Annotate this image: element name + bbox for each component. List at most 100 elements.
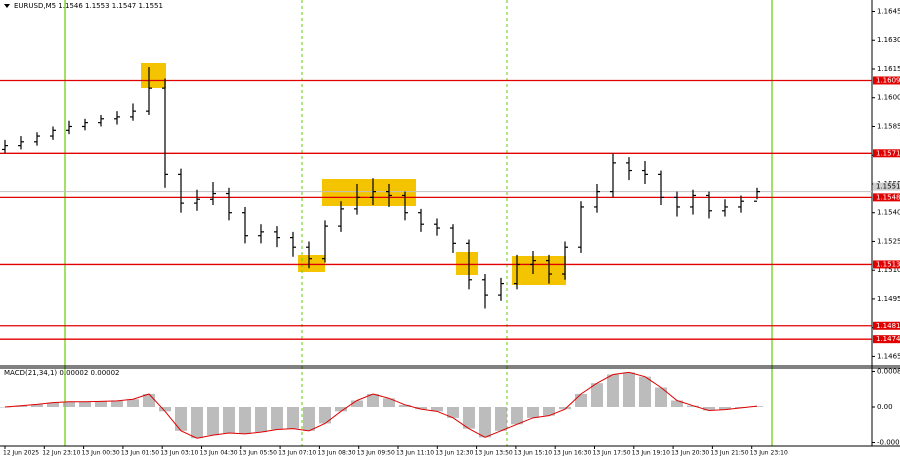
macd-bar [351, 400, 363, 407]
level-label: 1.1513 [876, 260, 900, 268]
macd-bar [63, 401, 75, 407]
macd-bar [479, 407, 491, 438]
menu-arrow [4, 4, 10, 8]
x-tick-label: 13 Jun 07:10 [278, 450, 316, 457]
y-tick-label: 1.1600 [877, 94, 900, 102]
level-box [873, 321, 900, 330]
macd-bar [191, 407, 203, 439]
macd-tick-label: -0.00082 [877, 439, 900, 447]
macd-bar [367, 394, 379, 407]
zone [456, 252, 478, 275]
y-tick-label: 1.1645 [877, 7, 900, 15]
level-box [873, 260, 900, 269]
macd-bar [335, 407, 347, 412]
highlight-zones [141, 63, 566, 285]
macd-bar [271, 407, 283, 430]
x-tick-label: 13 Jun 12:30 [435, 450, 473, 457]
macd-bar [175, 407, 187, 431]
x-tick-label: 12 Jun 23:10 [42, 450, 80, 457]
macd-bar [47, 402, 59, 407]
x-tick-label: 13 Jun 13:50 [475, 450, 513, 457]
macd-bar [623, 372, 635, 407]
y-tick-label: 1.1465 [877, 352, 900, 360]
macd-bar [159, 407, 171, 412]
level-box [873, 193, 900, 202]
current-price-label: 1.1551 [876, 183, 900, 191]
x-tick-label: 13 Jun 20:30 [671, 450, 709, 457]
macd-label: MACD(21,34,1) 0.00002 0.00002 [4, 369, 120, 377]
macd-line [4, 371, 758, 439]
zone [141, 63, 166, 88]
macd-bar [207, 407, 219, 436]
macd-bar [607, 374, 619, 407]
y-tick-label: 1.1630 [877, 36, 900, 44]
macd-bar [639, 376, 651, 407]
x-tick-label: 13 Jun 16:30 [553, 450, 591, 457]
x-tick-label: 13 Jun 09:50 [357, 450, 395, 457]
y-tick-label: 1.1510 [877, 266, 900, 274]
macd-bar [431, 407, 443, 412]
macd-bar [559, 407, 571, 410]
x-tick-label: 12 Jun 2025 [3, 450, 39, 457]
macd-bar [31, 404, 43, 407]
x-tick-label: 13 Jun 21:50 [710, 450, 748, 457]
current-price-box [873, 182, 900, 191]
macd-bar [527, 407, 539, 418]
y-tick-label: 1.1615 [877, 65, 900, 73]
level-box [873, 149, 900, 158]
macd-tick-label: 0.00082 [877, 367, 900, 375]
macd-bar [95, 401, 107, 407]
macd-bar [303, 407, 315, 431]
macd-bar [223, 407, 235, 433]
macd-bar [79, 401, 91, 407]
macd-bar [143, 394, 155, 407]
level-label: 1.1609 [876, 76, 900, 84]
macd-bar [703, 407, 715, 411]
x-tick-label: 13 Jun 04:30 [200, 450, 238, 457]
macd-bar [415, 407, 427, 410]
macd-bar [543, 407, 555, 416]
x-tick-label: 13 Jun 15:10 [514, 450, 552, 457]
macd-bar [447, 407, 459, 418]
y-tick-label: 1.1525 [877, 237, 900, 245]
x-tick-label: 13 Jun 05:50 [239, 450, 277, 457]
macd-bar [239, 407, 251, 434]
x-tick-label: 13 Jun 00:30 [82, 450, 120, 457]
macd-bar [495, 407, 507, 431]
macd-bar [655, 387, 667, 407]
y-tick-label: 1.1495 [877, 295, 900, 303]
level-box [873, 76, 900, 85]
x-tick-label: 13 Jun 17:50 [593, 450, 631, 457]
macd-bar [319, 407, 331, 424]
level-label: 1.1571 [876, 149, 900, 157]
macd-bar [463, 407, 475, 429]
macd-bar [127, 399, 139, 407]
macd-bar [15, 405, 27, 407]
y-tick-label: 1.1585 [877, 122, 900, 130]
x-tick-label: 13 Jun 01:50 [121, 450, 159, 457]
level-box [873, 335, 900, 344]
macd-bar [671, 400, 683, 407]
x-tick-label: 13 Jun 08:30 [317, 450, 355, 457]
y-tick-label: 1.1540 [877, 209, 900, 217]
x-tick-label: 13 Jun 11:10 [396, 450, 434, 457]
level-label: 1.1548 [876, 193, 900, 201]
zone [298, 255, 325, 272]
x-tick-label: 13 Jun 03:10 [160, 450, 198, 457]
x-tick-label: 13 Jun 23:10 [750, 450, 788, 457]
macd-bar [575, 394, 587, 407]
level-label: 1.1474 [876, 335, 900, 343]
zone [322, 179, 416, 206]
zone [512, 256, 566, 285]
macd-bar [719, 407, 731, 410]
macd-bar [287, 407, 299, 429]
macd-bar [383, 398, 395, 407]
chart-title: EURUSD,M5 1.1546 1.1553 1.1547 1.1551 [14, 2, 163, 10]
macd-tick-label: 0.00 [877, 403, 893, 411]
macd-bar [111, 400, 123, 407]
level-label: 1.1481 [876, 322, 900, 330]
macd-bar [591, 383, 603, 407]
macd-bar [399, 404, 411, 407]
